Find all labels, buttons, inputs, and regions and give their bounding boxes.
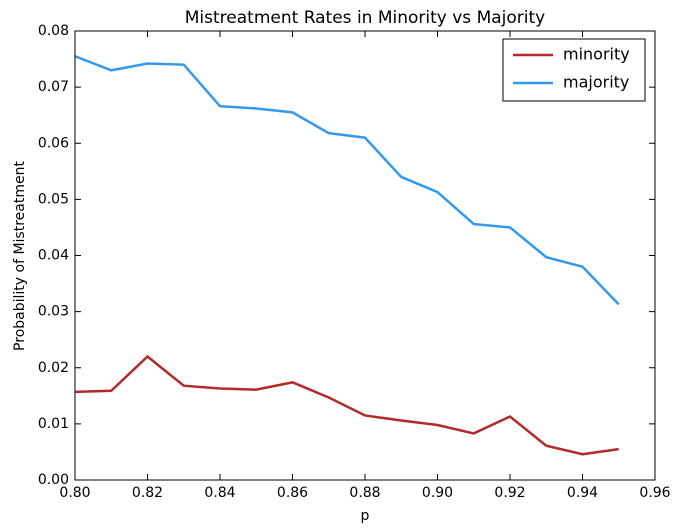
line: [74, 354, 619, 456]
y-axis-label: Probability of Mistreatment: [12, 161, 28, 351]
x-tick-label: 0.80: [59, 485, 90, 501]
x-tick-label: 0.92: [494, 485, 525, 501]
x-tick-label: 0.96: [639, 485, 670, 501]
y-tick-label: 0.04: [38, 248, 69, 264]
y-tick-label: 0.05: [38, 191, 69, 207]
plot-frame: [74, 30, 656, 481]
line: [74, 55, 620, 306]
x-axis-label: p: [361, 508, 370, 524]
y-tick-label: 0.03: [38, 304, 69, 320]
y-tick-label: 0.08: [38, 23, 69, 39]
y-tick-label: 0.00: [38, 472, 69, 488]
x-tick-label: 0.94: [567, 485, 598, 501]
chart-title: Mistreatment Rates in Minority vs Majori…: [185, 8, 545, 28]
legend-label: majority: [563, 73, 629, 92]
y-tick-label: 0.07: [38, 79, 69, 95]
x-tick-label: 0.82: [132, 485, 163, 501]
legend-box: [502, 38, 646, 102]
y-tick-label: 0.06: [38, 135, 69, 151]
x-tick-label: 0.90: [422, 485, 453, 501]
x-tick-label: 0.84: [204, 485, 235, 501]
y-tick-label: 0.01: [38, 416, 69, 432]
x-tick-label: 0.88: [349, 485, 380, 501]
legend-label: minority: [563, 45, 630, 64]
y-tick-label: 0.02: [38, 360, 69, 376]
x-tick-label: 0.86: [277, 485, 308, 501]
